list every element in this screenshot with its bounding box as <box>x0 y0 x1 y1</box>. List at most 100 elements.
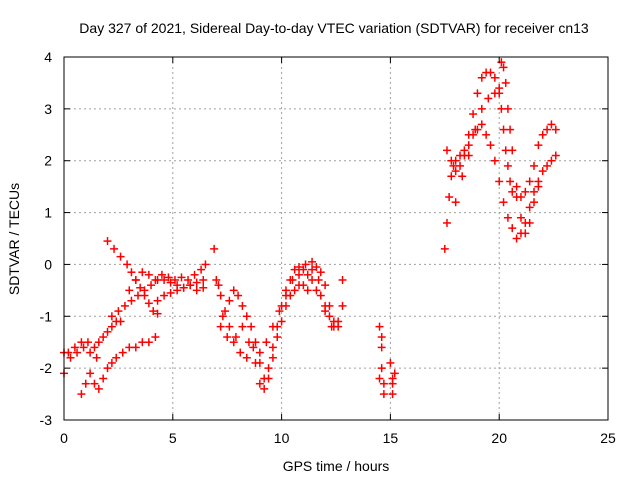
data-point-0-194 <box>530 161 539 170</box>
data-point-0-118 <box>255 379 264 388</box>
data-point-0-155 <box>327 322 336 331</box>
data-point-0-141 <box>236 348 245 357</box>
data-point-0-157 <box>377 343 386 352</box>
data-point-0-119 <box>260 384 269 393</box>
data-point-0-65 <box>164 273 173 282</box>
data-point-0-23 <box>99 374 108 383</box>
data-point-0-170 <box>445 193 454 202</box>
data-point-0-115 <box>238 322 247 331</box>
data-point-0-85 <box>234 291 243 300</box>
data-point-0-222 <box>538 167 547 176</box>
data-point-0-158 <box>377 364 386 373</box>
data-point-0-167 <box>388 379 397 388</box>
data-point-0-242 <box>521 229 530 238</box>
data-point-0-150 <box>295 270 304 279</box>
data-point-0-212 <box>495 177 504 186</box>
data-point-0-169 <box>442 218 451 227</box>
data-point-0-131 <box>312 286 321 295</box>
data-point-0-136 <box>334 317 343 326</box>
data-point-0-159 <box>379 379 388 388</box>
data-point-0-225 <box>551 151 560 160</box>
data-point-0-224 <box>547 156 556 165</box>
data-point-0-39 <box>136 283 145 292</box>
data-point-0-101 <box>303 270 312 279</box>
data-point-0-165 <box>388 390 397 399</box>
data-point-0-36 <box>123 260 132 269</box>
data-point-0-236 <box>501 78 510 87</box>
y-tick-label-1: -2 <box>40 360 53 376</box>
data-point-0-60 <box>131 275 140 284</box>
data-point-0-80 <box>212 275 221 284</box>
data-point-0-149 <box>288 275 297 284</box>
data-point-0-35 <box>116 252 125 261</box>
data-point-0-171 <box>447 172 456 181</box>
data-point-0-145 <box>262 338 271 347</box>
data-point-0-179 <box>477 73 486 82</box>
data-point-0-57 <box>192 278 201 287</box>
grid <box>64 57 608 420</box>
data-point-0-63 <box>151 275 160 284</box>
data-point-0-33 <box>103 237 112 246</box>
data-point-0-216 <box>512 234 521 243</box>
data-point-0-140 <box>229 338 238 347</box>
data-point-0-6 <box>94 338 103 347</box>
data-point-0-22 <box>94 384 103 393</box>
data-point-0-188 <box>506 177 515 186</box>
data-point-0-93 <box>268 343 277 352</box>
data-point-0-17 <box>92 353 101 362</box>
data-point-0-78 <box>192 286 201 295</box>
y-tick-label-0: -3 <box>40 412 53 428</box>
data-point-0-151 <box>301 260 310 269</box>
data-point-0-203 <box>456 161 465 170</box>
data-point-0-153 <box>314 275 323 284</box>
data-point-0-237 <box>503 104 512 113</box>
data-point-0-163 <box>386 358 395 367</box>
data-point-0-200 <box>442 146 451 155</box>
data-point-0-99 <box>295 263 304 272</box>
data-point-0-105 <box>321 281 330 290</box>
data-point-0-195 <box>534 141 543 150</box>
data-point-0-123 <box>277 317 286 326</box>
data-point-0-156 <box>375 322 384 331</box>
data-point-0-189 <box>508 187 517 196</box>
data-point-0-178 <box>473 89 482 98</box>
y-axis-ticks: -3 -2 -1 0 1 2 3 4 <box>40 49 608 428</box>
data-point-0-166 <box>390 369 399 378</box>
data-point-0-148 <box>281 291 290 300</box>
data-point-0-110 <box>210 244 219 253</box>
data-point-0-79 <box>199 283 208 292</box>
x-axis-label: GPS time / hours <box>283 458 390 474</box>
data-points <box>60 58 560 399</box>
y-axis-label: SDTVAR / TECUs <box>6 183 22 295</box>
data-point-0-227 <box>458 172 467 181</box>
x-tick-label-3: 15 <box>383 430 399 446</box>
data-point-0-196 <box>538 130 547 139</box>
data-point-0-34 <box>110 244 119 253</box>
data-point-0-24 <box>103 364 112 373</box>
data-point-0-76 <box>179 283 188 292</box>
data-point-0-197 <box>543 125 552 134</box>
data-point-0-210 <box>486 141 495 150</box>
data-point-0-88 <box>247 322 256 331</box>
x-tick-label-0: 0 <box>60 430 68 446</box>
y-tick-label-4: 1 <box>44 205 52 221</box>
data-point-0-177 <box>469 110 478 119</box>
data-point-0-62 <box>144 270 153 279</box>
data-point-0-73 <box>160 291 169 300</box>
data-point-0-139 <box>223 333 232 342</box>
data-point-0-137 <box>338 275 347 284</box>
data-point-0-71 <box>201 260 210 269</box>
data-point-0-138 <box>216 322 225 331</box>
data-point-0-2 <box>70 343 79 352</box>
data-point-0-11 <box>116 317 125 326</box>
data-point-0-41 <box>144 299 153 308</box>
data-point-0-70 <box>197 265 206 274</box>
data-point-0-58 <box>199 275 208 284</box>
data-point-0-84 <box>229 286 238 295</box>
data-point-0-220 <box>530 187 539 196</box>
data-point-0-8 <box>103 327 112 336</box>
data-point-0-19 <box>81 379 90 388</box>
y-tick-label-6: 3 <box>44 101 52 117</box>
data-point-0-114 <box>231 333 240 342</box>
